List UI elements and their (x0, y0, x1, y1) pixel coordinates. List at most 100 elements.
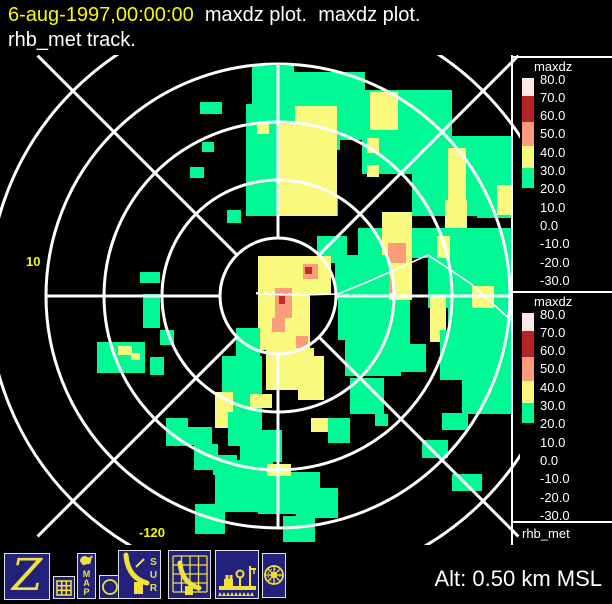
ship-track-tick (272, 292, 275, 295)
svg-text:U: U (150, 570, 157, 581)
ship-icon (218, 566, 256, 596)
legend-tick-label: 80.0 (540, 71, 566, 87)
radar-echo-cell (200, 102, 222, 114)
track-title: rhb_met track. (8, 29, 136, 51)
legend-tick-label: -20.0 (540, 489, 570, 505)
legend-tick-label: 20.0 (540, 181, 566, 197)
legend-tick-label: 60.0 (540, 343, 566, 359)
header-line-1: 6-aug-1997,00:00:00 maxdz plot. maxdz pl… (8, 4, 420, 27)
legend-top-border (511, 56, 612, 58)
legend-swatch (522, 167, 534, 188)
radar-echo-cell (277, 124, 337, 216)
legend-tick-label: 0.0 (540, 452, 559, 468)
svg-text:R: R (150, 583, 158, 594)
plot-titles: maxdz plot. maxdz plot. (193, 4, 421, 26)
radar-echo-cell (311, 418, 331, 432)
rhb-met-label: rhb_met (522, 526, 570, 541)
legend-swatch (522, 96, 534, 122)
legend-tick-label: -20.0 (540, 254, 570, 270)
longitude-label: -120 (139, 525, 166, 540)
legend-tick-label: 0.0 (540, 217, 559, 233)
grid-icon (56, 580, 72, 596)
radar-echo-cell (140, 272, 160, 283)
latitude-label: 10 (26, 254, 41, 269)
radar-echo-cell (118, 346, 132, 355)
legend-swatch (522, 356, 534, 381)
legend-footer-divider (511, 521, 612, 523)
radar-echo-cell (345, 330, 401, 376)
circle-tool-button[interactable] (99, 575, 121, 599)
scan-wheel-button[interactable] (262, 553, 286, 598)
radar-echo-cell (250, 394, 272, 408)
radar-echo-cell (388, 243, 406, 263)
radar-echo-cell (182, 427, 212, 445)
radar-echo-cell (202, 142, 214, 152)
radar-echo-cell (335, 255, 389, 300)
legend-swatch (522, 313, 534, 332)
azimuth-spoke (36, 335, 239, 538)
radar-echo-cell (190, 167, 204, 178)
legend-swatch (522, 78, 534, 97)
legend-tick-label: 40.0 (540, 144, 566, 160)
ship-track-tick (296, 293, 299, 296)
ship-button[interactable] (215, 550, 259, 599)
legend-tick-label: 70.0 (540, 89, 566, 105)
legend-tick-label: 10.0 (540, 199, 566, 215)
scan-wheel-icon (264, 565, 284, 585)
legend-tick-label: 30.0 (540, 163, 566, 178)
radar-echo-cell (227, 210, 241, 223)
radar-echo-cell (279, 296, 285, 304)
legend-tick-label: 40.0 (540, 379, 566, 395)
grid-radar-icon (172, 555, 208, 595)
timestamp: 6-aug-1997,00:00:00 (8, 4, 194, 26)
grid-tool-button[interactable] (53, 576, 75, 599)
radar-echo-cell (298, 356, 324, 400)
ship-track-tick (288, 293, 291, 296)
radar-echo-cell (370, 92, 398, 130)
ship-track-tick (256, 292, 259, 295)
legend-left-border (511, 55, 513, 545)
legend-tick-label: 60.0 (540, 108, 566, 124)
zebra-logo-icon: Z (11, 550, 43, 601)
radar-echo-cell (296, 336, 308, 348)
radar-echo-cell (367, 165, 379, 177)
radar-echo-cell (240, 430, 282, 462)
zebra-logo-button[interactable]: Z (4, 553, 50, 600)
radar-plot[interactable] (0, 55, 612, 545)
svg-text:P: P (83, 587, 89, 597)
radar-echo-cell (497, 185, 512, 215)
legend-tick-label: -30.0 (540, 272, 570, 288)
legend-tick-label: -30.0 (540, 507, 570, 523)
radar-echo-cell (375, 414, 388, 426)
legend-swatch (522, 331, 534, 357)
azimuth-spoke (317, 55, 520, 257)
ship-track-line (257, 254, 514, 323)
svg-text:A: A (83, 578, 90, 588)
legend-panel: maxdz 80.0 70.0 60.0 50.0 40.0 30.0 20.0 10.0 0.0… (520, 55, 612, 545)
legend-tick-label: -10.0 (540, 471, 570, 487)
legend-swatch (522, 380, 534, 403)
radar-echo-cell (428, 108, 444, 120)
legend-tick-label: 20.0 (540, 416, 566, 432)
surveillance-radar-button[interactable]: S U R (118, 550, 161, 599)
radar-echo-cell (440, 330, 512, 380)
azimuth-spoke (36, 55, 239, 257)
grid-radar-button[interactable] (168, 550, 211, 599)
radar-echo-cell (296, 488, 338, 518)
ship-track-tick (264, 292, 267, 295)
azimuth-spoke (317, 335, 520, 538)
legend-tick-label: 10.0 (540, 434, 566, 450)
radar-echo-cell (295, 106, 337, 128)
radar-echo-cell (442, 413, 468, 430)
map-overlay-button[interactable]: M A P (77, 553, 96, 599)
radar-echo-cell (448, 148, 466, 200)
legend-title: maxdz (534, 59, 573, 74)
legend-tick-label: 70.0 (540, 324, 566, 340)
legend-tick-label: 80.0 (540, 306, 566, 322)
radar-echo-cell (272, 318, 285, 332)
ship-track-tick (280, 293, 283, 296)
circle-icon (102, 579, 118, 595)
svg-text:S: S (150, 557, 157, 568)
radar-echo-cell (131, 353, 140, 360)
